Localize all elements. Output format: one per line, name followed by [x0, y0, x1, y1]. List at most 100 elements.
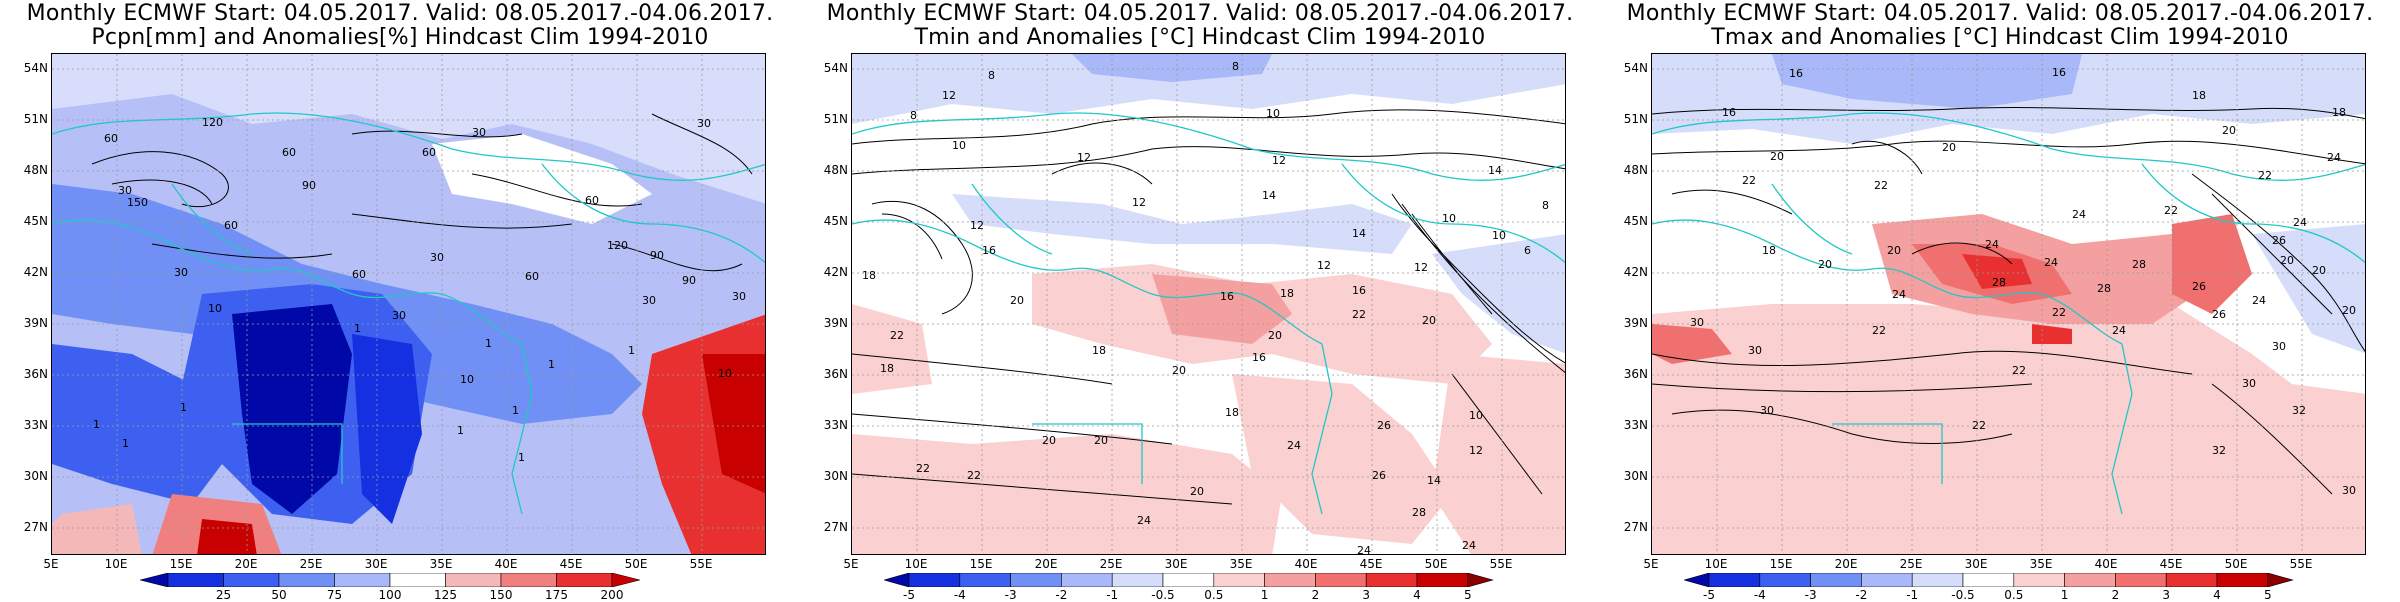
- contour-label: 10: [208, 302, 222, 315]
- colorbar-label: 150: [489, 588, 513, 602]
- contour-label: 30: [118, 184, 132, 197]
- lat-tick-label: 39N: [1623, 316, 1648, 330]
- lon-tick-label: 25E: [299, 557, 323, 571]
- lat-tick-label: 45N: [1623, 214, 1648, 228]
- contour-label: 14: [1427, 474, 1441, 487]
- lat-tick-label: 27N: [23, 520, 48, 534]
- contour-label: 10: [1492, 229, 1506, 242]
- lat-tick-label: 54N: [23, 61, 48, 75]
- contour-label: 28: [2132, 258, 2146, 271]
- lon-tick-label: 30E: [1964, 557, 1988, 571]
- contour-label: 30: [642, 294, 656, 307]
- colorbar-label: -5: [1703, 588, 1715, 602]
- contour-label: 22: [1874, 179, 1888, 192]
- contour-label: 20: [1172, 364, 1186, 377]
- contour-label: 30: [697, 117, 711, 130]
- lat-tick-label: 51N: [23, 112, 48, 126]
- contour-label: 12: [1414, 261, 1428, 274]
- contour-label: 90: [650, 249, 664, 262]
- contour-label: 8: [1542, 199, 1549, 212]
- lon-tick-label: 45E: [559, 557, 583, 571]
- lon-tick-label: 30E: [364, 557, 388, 571]
- colorbar-label: 100: [378, 588, 402, 602]
- lon-tick-label: 50E: [1424, 557, 1448, 571]
- panel-title-line1: Monthly ECMWF Start: 04.05.2017. Valid: …: [826, 1, 1574, 26]
- contour-label: 16: [982, 244, 996, 257]
- lat-tick-label: 42N: [1623, 265, 1648, 279]
- colorbar: [884, 573, 1494, 587]
- lon-tick-label: 50E: [2224, 557, 2248, 571]
- contour-label: 32: [2212, 444, 2226, 457]
- contour-label: 22: [1352, 308, 1366, 321]
- colorbar-label: 0.5: [2004, 588, 2024, 602]
- contour-label: 14: [1488, 164, 1502, 177]
- contour-label: 30: [472, 126, 486, 139]
- contour-label: 1: [457, 424, 464, 437]
- contour-label: 22: [2052, 306, 2066, 319]
- lon-tick-label: 15E: [969, 557, 993, 571]
- contour-label: 30: [392, 309, 406, 322]
- lon-tick-label: 35E: [2029, 557, 2053, 571]
- colorbar: [140, 573, 640, 587]
- colorbar-label: 5: [1463, 588, 1472, 602]
- contour-label: 60: [352, 268, 366, 281]
- contour-label: 30: [1748, 344, 1762, 357]
- contour-label: 10: [1266, 107, 1280, 120]
- contour-label: 150: [127, 196, 148, 209]
- contour-label: 20: [1422, 314, 1436, 327]
- colorbar-label: 50: [271, 588, 287, 602]
- colorbar-label: 1: [1260, 588, 1269, 602]
- contour-label: 16: [1220, 290, 1234, 303]
- contour-label: 24: [2252, 294, 2266, 307]
- contour-label: 1: [628, 344, 635, 357]
- contour-label: 24: [2072, 208, 2086, 221]
- colorbar-label: -4: [1753, 588, 1766, 602]
- contour-label: 24: [1137, 514, 1151, 527]
- contour-label: 26: [2192, 280, 2206, 293]
- contour-label: 8: [910, 109, 917, 122]
- lon-tick-label: 55E: [1489, 557, 1513, 571]
- lon-tick-label: 15E: [169, 557, 193, 571]
- map-frame: 16 16 18 20 20 22 22 24 24 26 20 22 24 2…: [1651, 53, 2366, 555]
- panel-precipitation: Monthly ECMWF Start: 04.05.2017. Valid: …: [0, 0, 800, 602]
- contour-label: 30: [1760, 404, 1774, 417]
- lon-tick-label: 5E: [1643, 557, 1659, 571]
- colorbar-label: 25: [215, 588, 232, 602]
- colorbar-label: -0.5: [1951, 588, 1975, 602]
- lat-tick-label: 42N: [23, 265, 48, 279]
- contour-label: 22: [890, 329, 904, 342]
- map-frame: 8 8 8 10 10 12 12 14 14 12 12 16 18 20 2…: [851, 53, 1566, 555]
- contour-label: 120: [607, 239, 628, 252]
- lat-tick-label: 33N: [23, 418, 48, 432]
- contour-label: 1: [485, 337, 492, 350]
- contour-label: 24: [1892, 288, 1906, 301]
- lon-tick-label: 55E: [2289, 557, 2313, 571]
- contour-label: 10: [952, 139, 966, 152]
- contour-label: 26: [2212, 308, 2226, 321]
- contour-label: 26: [2272, 234, 2286, 247]
- precipitation-map: 30 60 90 150 30 30 120 60 60 30 90 1 1 1…: [52, 54, 765, 554]
- lon-tick-label: 20E: [1834, 557, 1858, 571]
- contour-label: 8: [988, 69, 995, 82]
- lat-tick-label: 48N: [23, 163, 48, 177]
- lat-tick-label: 30N: [823, 469, 848, 483]
- contour-label: 14: [1352, 227, 1366, 240]
- contour-label: 12: [970, 219, 984, 232]
- panel-tmin: Monthly ECMWF Start: 04.05.2017. Valid: …: [800, 0, 1600, 602]
- lat-tick-label: 36N: [23, 367, 48, 381]
- panel-title-line2: Tmax and Anomalies [°C] Hindcast Clim 19…: [1711, 25, 2289, 50]
- lon-tick-label: 20E: [234, 557, 258, 571]
- contour-label: 20: [1190, 485, 1204, 498]
- contour-label: 30: [2272, 340, 2286, 353]
- lat-tick-label: 54N: [823, 61, 848, 75]
- lat-tick-label: 51N: [823, 112, 848, 126]
- panel-title-line2: Tmin and Anomalies [°C] Hindcast Clim 19…: [914, 25, 1486, 50]
- lon-tick-label: 35E: [1229, 557, 1253, 571]
- contour-label: 26: [1377, 419, 1391, 432]
- contour-label: 60: [282, 146, 296, 159]
- lon-tick-label: 20E: [1034, 557, 1058, 571]
- contour-label: 20: [2312, 264, 2326, 277]
- lat-tick-label: 30N: [1623, 469, 1648, 483]
- colorbar-label: 200: [600, 588, 624, 602]
- colorbar-label: 0.5: [1204, 588, 1224, 602]
